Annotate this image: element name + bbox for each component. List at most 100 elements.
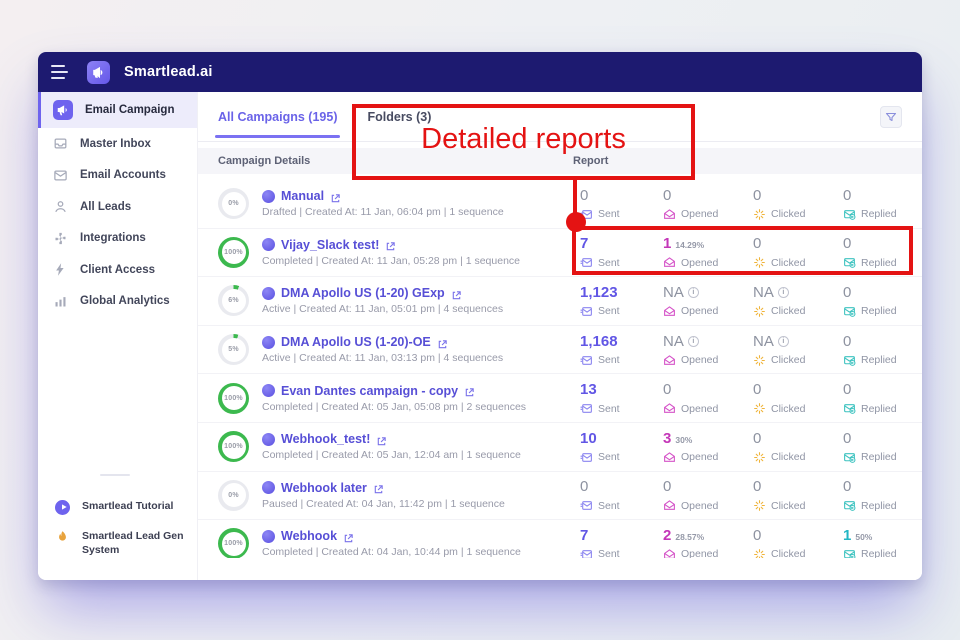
campaign-name-link[interactable]: Evan Dantes campaign - copy (281, 383, 459, 398)
sidebar-item-all-leads[interactable]: All Leads (38, 191, 197, 223)
replied-envelope-icon (843, 305, 856, 318)
external-link-icon[interactable] (437, 337, 448, 348)
column-header-report: Report (573, 155, 609, 167)
tab-all-campaigns[interactable]: All Campaigns (195) (214, 92, 341, 141)
external-link-icon[interactable] (451, 288, 462, 300)
table-row[interactable]: 100% Evan Dantes campaign - copy Complet… (198, 374, 922, 423)
replied-value: 0 (843, 429, 852, 447)
opened-envelope-icon (663, 305, 676, 318)
metric-opened: 0 Opened (663, 187, 753, 221)
external-link-icon[interactable] (330, 191, 341, 203)
campaign-name-link[interactable]: Vijay_Slack test! (281, 237, 380, 252)
metric-clicked: NA i Clicked (753, 284, 843, 318)
campaign-name-link[interactable]: DMA Apollo US (1-20)-OE (281, 335, 431, 350)
external-link-icon[interactable] (373, 482, 384, 494)
metric-clicked: 0 Clicked (753, 381, 843, 415)
campaign-name-link[interactable]: DMA Apollo US (1-20) GExp (281, 286, 445, 301)
external-link-icon[interactable] (464, 385, 475, 397)
replied-label: Replied (861, 499, 897, 512)
metric-sent: 13 Sent (580, 381, 663, 415)
external-link-icon[interactable] (385, 239, 396, 251)
opened-envelope-icon (663, 402, 676, 415)
campaign-name-block: DMA Apollo US (1-20)-OE Active | Created… (262, 335, 503, 364)
sidebar-item-master-inbox[interactable]: Master Inbox (38, 128, 197, 160)
sidebar-item-label: Integrations (80, 232, 146, 245)
table-row[interactable]: 100% Webhook Completed | Created At: 04 … (198, 520, 922, 558)
campaign-color-dot (262, 481, 275, 495)
opened-envelope-icon (663, 499, 676, 512)
clicked-label: Clicked (771, 305, 806, 318)
opened-value: 2 (663, 526, 672, 544)
campaign-color-dot (262, 384, 275, 398)
clicked-label: Clicked (771, 208, 806, 221)
sent-value: 13 (580, 381, 597, 399)
sidebar-item-email-accounts[interactable]: Email Accounts (38, 160, 197, 192)
info-icon[interactable]: i (687, 286, 699, 298)
replied-envelope-icon (843, 208, 856, 221)
clicked-label: Clicked (771, 256, 806, 269)
external-link-icon[interactable] (343, 531, 354, 543)
info-icon[interactable]: i (777, 286, 789, 298)
sidebar-item-email-campaign[interactable]: Email Campaign (38, 92, 197, 128)
sidebar-item-client-access[interactable]: Client Access (38, 254, 197, 286)
campaign-name-link[interactable]: Webhook_test! (281, 432, 371, 447)
opened-percent: 30% (675, 434, 693, 445)
tabs-bar: All Campaigns (195) Folders (3) (198, 92, 922, 142)
opened-envelope-icon (663, 354, 676, 367)
progress-ring: 0% (218, 479, 249, 511)
sidebar-footer-item[interactable]: Smartlead Lead Gen System (38, 522, 197, 564)
campaign-name-link[interactable]: Webhook (281, 529, 338, 544)
campaign-status-line: Completed | Created At: 11 Jan, 05:28 pm… (262, 254, 521, 267)
info-icon[interactable]: i (687, 335, 699, 347)
progress-value: 100% (224, 540, 243, 548)
campaign-name-block: Manual Drafted | Created At: 11 Jan, 06:… (262, 189, 504, 218)
sent-value: 10 (580, 429, 597, 447)
campaign-status-line: Completed | Created At: 04 Jan, 10:44 pm… (262, 546, 521, 558)
table-row[interactable]: 5% DMA Apollo US (1-20)-OE Active | Crea… (198, 326, 922, 375)
metric-replied: 0 Replied (843, 284, 922, 318)
metric-sent: 1,168 Sent (580, 333, 663, 367)
sidebar-item-global-analytics[interactable]: Global Analytics (38, 286, 197, 318)
campaign-list: 0% Manual Drafted | Created At: 11 Jan, … (198, 180, 922, 558)
filter-button[interactable] (880, 105, 902, 128)
campaign-name-block: Evan Dantes campaign - copy Completed | … (262, 384, 526, 413)
clicked-spark-icon (753, 354, 766, 367)
table-row[interactable]: 100% Webhook_test! Completed | Created A… (198, 423, 922, 472)
tab-folders[interactable]: Folders (3) (367, 109, 432, 124)
clicked-value: 0 (753, 235, 762, 253)
table-row[interactable]: 100% Vijay_Slack test! Completed | Creat… (198, 229, 922, 278)
hamburger-menu-icon[interactable] (51, 65, 69, 79)
sidebar-footer-items: Smartlead Tutorial Smartlead Lead Gen Sy… (38, 492, 197, 564)
replied-label: Replied (861, 208, 897, 221)
clicked-spark-icon (753, 548, 766, 558)
sidebar-item-integrations[interactable]: Integrations (38, 223, 197, 255)
info-icon[interactable]: i (777, 335, 789, 347)
table-row[interactable]: 0% Webhook later Paused | Created At: 04… (198, 472, 922, 521)
external-link-icon[interactable] (376, 434, 387, 446)
clicked-spark-icon (753, 499, 766, 512)
clicked-value: 0 (753, 381, 762, 399)
table-row[interactable]: 6% DMA Apollo US (1-20) GExp Active | Cr… (198, 277, 922, 326)
top-navbar: Smartlead.ai (38, 52, 922, 92)
campaign-name-link[interactable]: Manual (281, 189, 325, 204)
sent-value: 0 (580, 478, 589, 496)
campaign-status-line: Drafted | Created At: 11 Jan, 06:04 pm |… (262, 206, 504, 219)
sidebar-item-label: All Leads (80, 200, 132, 213)
clicked-spark-icon (753, 256, 766, 269)
metric-opened: 3 30% Opened (663, 430, 753, 464)
replied-value: 1 (843, 526, 852, 544)
flame-icon (55, 530, 70, 545)
metric-opened: 0 Opened (663, 381, 753, 415)
progress-value: 100% (224, 443, 243, 451)
sidebar-footer-item[interactable]: Smartlead Tutorial (38, 492, 197, 522)
metric-clicked: 0 Clicked (753, 430, 843, 464)
metric-opened: NA i Opened (663, 333, 753, 367)
table-row[interactable]: 0% Manual Drafted | Created At: 11 Jan, … (198, 180, 922, 229)
campaign-name-link[interactable]: Webhook later (281, 480, 367, 495)
sidebar-item-label: Master Inbox (80, 137, 151, 150)
sent-label: Sent (598, 208, 620, 221)
replied-value: 0 (843, 283, 852, 301)
progress-value: 5% (228, 346, 239, 354)
campaign-name-block: Webhook_test! Completed | Created At: 05… (262, 432, 521, 461)
campaign-status-line: Active | Created At: 11 Jan, 03:13 pm | … (262, 352, 504, 365)
